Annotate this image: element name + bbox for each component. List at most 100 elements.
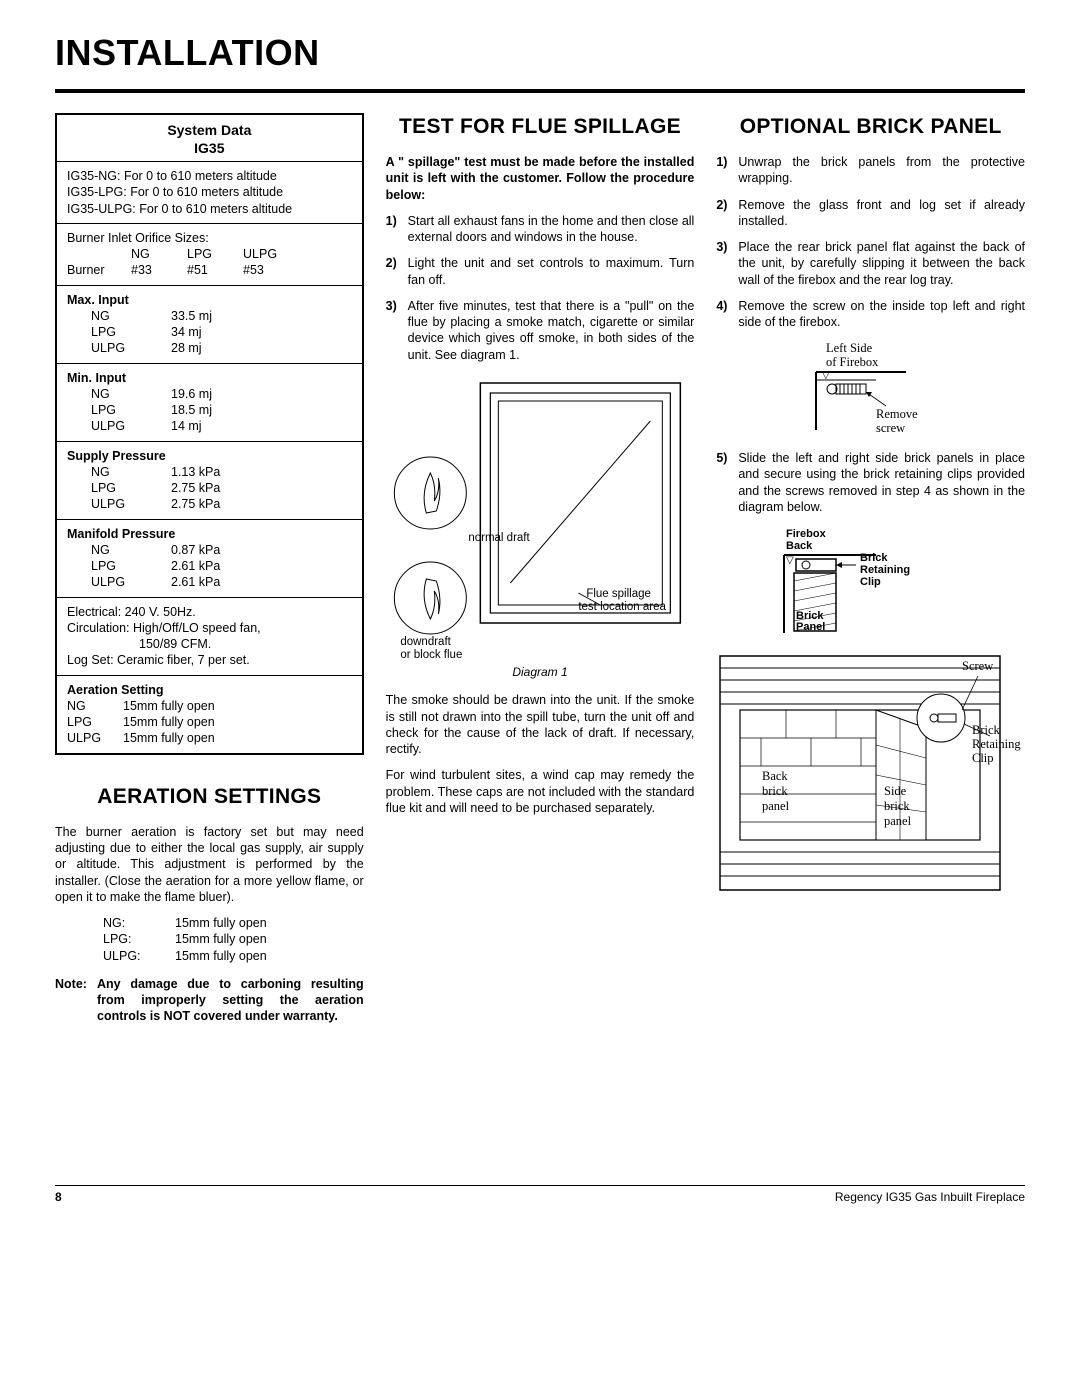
flue-step-2: 2)Light the unit and set controls to max… bbox=[386, 255, 695, 288]
diagram-1-caption: Diagram 1 bbox=[386, 665, 695, 681]
brick-steps-1-4: 1)Unwrap the brick panels from the prote… bbox=[716, 154, 1025, 330]
mf2l: ULPG bbox=[91, 574, 171, 590]
orf-h-0: NG bbox=[131, 246, 187, 262]
svg-text:panel: panel bbox=[762, 799, 790, 813]
svg-text:Flue spillage: Flue spillage bbox=[586, 588, 651, 600]
svg-text:brick: brick bbox=[884, 799, 910, 813]
aeration-heading: AERATION SETTINGS bbox=[55, 783, 364, 810]
orf-b-0: #33 bbox=[131, 262, 187, 278]
brick-steps-5: 5)Slide the left and right side brick pa… bbox=[716, 450, 1025, 515]
svg-text:Brick: Brick bbox=[972, 723, 1001, 737]
sys-alt-2: IG35-ULPG: For 0 to 610 meters altitude bbox=[67, 201, 352, 217]
panel-diagram: Screw Brick Retaining Clip Back brick pa… bbox=[716, 650, 1025, 900]
svg-text:Back: Back bbox=[762, 769, 788, 783]
sys-orifice: Burner Inlet Orifice Sizes: NG LPG ULPG … bbox=[57, 223, 362, 285]
svg-text:Panel: Panel bbox=[796, 621, 825, 633]
orf-b-1: #51 bbox=[187, 262, 243, 278]
sp0v: 1.13 kPa bbox=[171, 464, 261, 480]
flue-step-3: 3)After five minutes, test that there is… bbox=[386, 298, 695, 363]
system-data-header: System Data IG35 bbox=[57, 115, 362, 161]
brick-step-1: 1)Unwrap the brick panels from the prote… bbox=[716, 154, 1025, 187]
sys-header-1: System Data bbox=[61, 121, 358, 139]
mi1l: LPG bbox=[91, 324, 171, 340]
mi2v: 28 mj bbox=[171, 340, 261, 356]
svg-text:downdraft: downdraft bbox=[400, 636, 451, 648]
mn1l: LPG bbox=[91, 402, 171, 418]
flue-heading: TEST FOR FLUE SPILLAGE bbox=[386, 113, 695, 140]
note-text: Any damage due to carboning resulting fr… bbox=[97, 976, 364, 1025]
brick-step-2: 2)Remove the glass front and log set if … bbox=[716, 197, 1025, 230]
circulation1: Circulation: High/Off/LO speed fan, bbox=[67, 620, 352, 636]
orifice-burner-row: Burner #33 #51 #53 bbox=[67, 262, 352, 278]
svg-text:Clip: Clip bbox=[860, 576, 881, 588]
svg-text:normal draft: normal draft bbox=[468, 532, 530, 544]
svg-text:test location area: test location area bbox=[578, 601, 666, 613]
screw-diagram: Left Side of Firebox ▽ Remove screw bbox=[756, 340, 1025, 440]
electrical: Electrical: 240 V. 50Hz. bbox=[67, 604, 352, 620]
mf1l: LPG bbox=[91, 558, 171, 574]
aeration-table: NG:15mm fully open LPG:15mm fully open U… bbox=[103, 915, 364, 964]
sys-header-2: IG35 bbox=[61, 139, 358, 157]
orf-burner-lab: Burner bbox=[67, 262, 131, 278]
mi1v: 34 mj bbox=[171, 324, 261, 340]
ae2l: ULPG bbox=[67, 730, 123, 746]
mf0l: NG bbox=[91, 542, 171, 558]
footer-product: Regency IG35 Gas Inbuilt Fireplace bbox=[835, 1190, 1025, 1206]
sp1v: 2.75 kPa bbox=[171, 480, 261, 496]
footer-page-number: 8 bbox=[55, 1190, 62, 1206]
mn2v: 14 mj bbox=[171, 418, 261, 434]
svg-text:▽: ▽ bbox=[786, 555, 794, 566]
svg-text:Screw: Screw bbox=[962, 659, 993, 673]
svg-text:Firebox: Firebox bbox=[786, 528, 827, 540]
ae0l: NG bbox=[67, 698, 123, 714]
svg-text:screw: screw bbox=[876, 421, 905, 435]
sys-min-input: Min. Input NG19.6 mj LPG18.5 mj ULPG14 m… bbox=[57, 363, 362, 441]
page-footer: 8 Regency IG35 Gas Inbuilt Fireplace bbox=[55, 1186, 1025, 1206]
flue-p3: For wind turbulent sites, a wind cap may… bbox=[386, 767, 695, 816]
orf-b-2: #53 bbox=[243, 262, 299, 278]
aet2v: 15mm fully open bbox=[175, 948, 267, 964]
sp1l: LPG bbox=[91, 480, 171, 496]
flue-step-1: 1)Start all exhaust fans in the home and… bbox=[386, 213, 695, 246]
aet2l: ULPG: bbox=[103, 948, 175, 964]
svg-text:Left Side: Left Side bbox=[826, 341, 873, 355]
logset: Log Set: Ceramic fiber, 7 per set. bbox=[67, 652, 352, 668]
column-3: OPTIONAL BRICK PANEL 1)Unwrap the brick … bbox=[716, 113, 1025, 900]
svg-text:brick: brick bbox=[762, 784, 788, 798]
sp2l: ULPG bbox=[91, 496, 171, 512]
svg-text:Remove: Remove bbox=[876, 407, 918, 421]
svg-text:▽: ▽ bbox=[822, 370, 830, 381]
sys-misc: Electrical: 240 V. 50Hz. Circulation: Hi… bbox=[57, 597, 362, 675]
mn0v: 19.6 mj bbox=[171, 386, 261, 402]
aet1l: LPG: bbox=[103, 931, 175, 947]
mi2l: ULPG bbox=[91, 340, 171, 356]
mf1v: 2.61 kPa bbox=[171, 558, 261, 574]
supply-label: Supply Pressure bbox=[67, 448, 352, 464]
brick-step-4: 4)Remove the screw on the inside top lef… bbox=[716, 298, 1025, 331]
brick-step-3: 3)Place the rear brick panel flat agains… bbox=[716, 239, 1025, 288]
title-rule bbox=[55, 89, 1025, 93]
svg-text:panel: panel bbox=[884, 814, 912, 828]
orf-h-1: LPG bbox=[187, 246, 243, 262]
svg-text:Clip: Clip bbox=[972, 751, 994, 765]
sys-alt-1: IG35-LPG: For 0 to 610 meters altitude bbox=[67, 184, 352, 200]
sys-aeration: Aeration Setting NG15mm fully open LPG15… bbox=[57, 675, 362, 753]
aeration-note: Note: Any damage due to carboning result… bbox=[55, 976, 364, 1025]
flue-steps: 1)Start all exhaust fans in the home and… bbox=[386, 213, 695, 363]
brick-step-5: 5)Slide the left and right side brick pa… bbox=[716, 450, 1025, 515]
sp0l: NG bbox=[91, 464, 171, 480]
mn0l: NG bbox=[91, 386, 171, 402]
aet1v: 15mm fully open bbox=[175, 931, 267, 947]
sys-manifold: Manifold Pressure NG0.87 kPa LPG2.61 kPa… bbox=[57, 519, 362, 597]
ae1v: 15mm fully open bbox=[123, 714, 215, 730]
aeration-label: Aeration Setting bbox=[67, 682, 352, 698]
sys-supply: Supply Pressure NG1.13 kPa LPG2.75 kPa U… bbox=[57, 441, 362, 519]
circulation2: 150/89 CFM. bbox=[67, 636, 352, 652]
svg-text:Retaining: Retaining bbox=[860, 564, 910, 576]
manifold-label: Manifold Pressure bbox=[67, 526, 352, 542]
svg-text:of Firebox: of Firebox bbox=[826, 355, 879, 369]
main-columns: System Data IG35 IG35-NG: For 0 to 610 m… bbox=[55, 113, 1025, 1025]
orf-h-2: ULPG bbox=[243, 246, 299, 262]
sys-alt-0: IG35-NG: For 0 to 610 meters altitude bbox=[67, 168, 352, 184]
orifice-title: Burner Inlet Orifice Sizes: bbox=[67, 230, 352, 246]
